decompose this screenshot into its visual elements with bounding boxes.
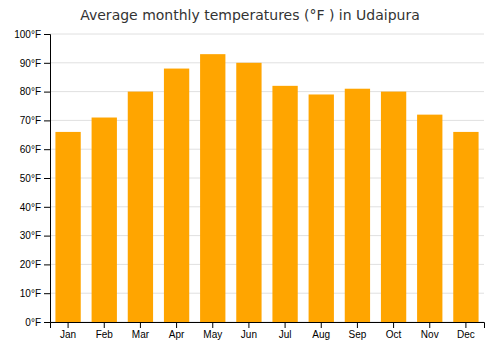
y-tick-mark <box>44 207 50 208</box>
x-tick-label: Feb <box>96 329 114 340</box>
x-tick-label: Oct <box>386 329 402 340</box>
x-tick-mark <box>357 322 358 328</box>
y-tick-mark <box>44 149 50 150</box>
bar <box>381 92 406 322</box>
y-tick-label: 60°F <box>20 144 41 155</box>
bar <box>55 132 80 322</box>
y-tick: 50°F <box>20 173 50 184</box>
x-tick-mark <box>248 322 249 328</box>
y-tick-label: 100°F <box>14 29 41 40</box>
grid-line <box>50 91 484 92</box>
bars <box>55 54 478 322</box>
x-tick-mark <box>393 322 394 328</box>
x-tick-mark <box>176 322 177 328</box>
y-axis-line <box>44 35 51 323</box>
y-axis: 0°F 10°F 20°F 30°F 40°F 50°F 60°F 70°F 80°F 90°F 1… <box>14 29 50 328</box>
x-tick-mark <box>465 322 466 328</box>
y-tick-mark <box>44 178 50 179</box>
x-axis-line <box>51 323 485 329</box>
y-tick-mark <box>44 264 50 265</box>
bar <box>417 115 442 322</box>
x-tick-label: Aug <box>312 329 330 340</box>
x-tick: Jun <box>241 322 257 340</box>
x-tick: Dec <box>457 322 475 340</box>
grid-line <box>50 34 484 35</box>
y-tick: 100°F <box>14 29 50 40</box>
x-tick: May <box>203 322 222 340</box>
x-tick-label: May <box>203 329 222 340</box>
x-tick: Nov <box>421 322 439 340</box>
y-tick-mark <box>44 236 50 237</box>
x-axis: Jan Feb Mar Apr May Jun Jul Aug Sep Oct Nov Dec <box>51 322 485 340</box>
y-tick: 70°F <box>20 115 50 126</box>
y-tick-mark <box>44 120 50 121</box>
y-tick-label: 90°F <box>20 58 41 69</box>
bar <box>92 118 117 322</box>
x-tick: Apr <box>169 322 185 340</box>
bar <box>164 69 189 322</box>
x-tick-mark <box>429 322 430 328</box>
y-tick-label: 50°F <box>20 173 41 184</box>
y-tick: 60°F <box>20 144 50 155</box>
y-tick-label: 0°F <box>25 317 41 328</box>
x-tick: Mar <box>132 322 150 340</box>
x-tick: Jul <box>279 322 292 340</box>
y-tick-label: 80°F <box>20 86 41 97</box>
x-tick: Jan <box>60 322 76 340</box>
x-tick-label: Nov <box>421 329 439 340</box>
y-tick: 30°F <box>20 230 50 241</box>
grid <box>50 34 484 322</box>
x-tick: Aug <box>312 322 330 340</box>
x-tick: Feb <box>96 322 114 340</box>
y-tick: 10°F <box>20 288 50 299</box>
bar <box>200 54 225 322</box>
x-tick-label: Jun <box>241 329 257 340</box>
y-tick: 80°F <box>20 86 50 97</box>
y-tick: 0°F <box>25 317 50 328</box>
bar <box>236 63 261 322</box>
y-tick-mark <box>44 63 50 64</box>
y-tick-label: 40°F <box>20 202 41 213</box>
x-tick-mark <box>321 322 322 328</box>
y-tick-label: 70°F <box>20 115 41 126</box>
x-tick-mark <box>68 322 69 328</box>
bar <box>272 86 297 322</box>
x-tick: Oct <box>386 322 402 340</box>
chart: 0°F 10°F 20°F 30°F 40°F 50°F 60°F 70°F 80°F 90°F 1… <box>0 0 500 350</box>
y-tick-mark <box>44 293 50 294</box>
bar <box>128 92 153 322</box>
y-tick: 40°F <box>20 202 50 213</box>
x-tick-label: Apr <box>169 329 185 340</box>
y-tick: 90°F <box>20 58 50 69</box>
bar <box>309 94 334 322</box>
y-tick-mark <box>44 34 50 35</box>
x-tick-mark <box>140 322 141 328</box>
grid-line <box>50 62 484 63</box>
title: Average monthly temperatures (°F ) in Ud… <box>80 7 420 23</box>
bar <box>345 89 370 322</box>
x-tick-mark <box>285 322 286 328</box>
x-tick-label: Dec <box>457 329 475 340</box>
x-tick-label: Mar <box>132 329 150 340</box>
y-tick-mark <box>44 92 50 93</box>
x-tick-mark <box>104 322 105 328</box>
x-tick-label: Jan <box>60 329 76 340</box>
bar <box>453 132 478 322</box>
y-tick-label: 30°F <box>20 230 41 241</box>
x-tick-label: Sep <box>349 329 367 340</box>
y-tick-label: 20°F <box>20 259 41 270</box>
x-tick-mark <box>212 322 213 328</box>
y-tick-mark <box>44 322 50 323</box>
plot: 0°F 10°F 20°F 30°F 40°F 50°F 60°F 70°F 80°F 90°F 1… <box>14 29 484 340</box>
x-tick: Sep <box>349 322 367 340</box>
x-tick-label: Jul <box>279 329 292 340</box>
y-tick-label: 10°F <box>20 288 41 299</box>
y-tick: 20°F <box>20 259 50 270</box>
